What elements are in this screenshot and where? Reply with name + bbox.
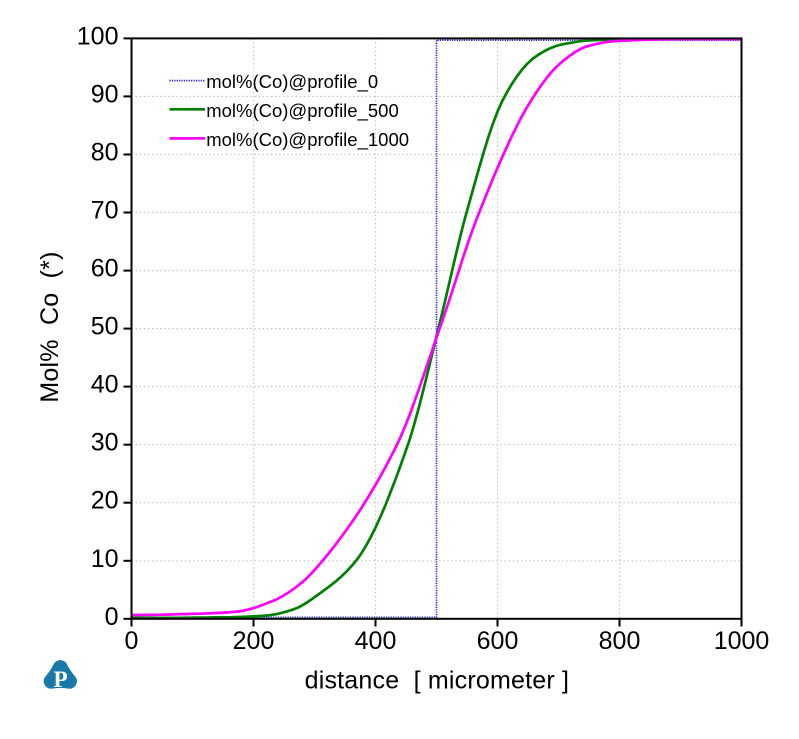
svg-text:mol%(Co)@profile_1000: mol%(Co)@profile_1000	[206, 129, 409, 151]
svg-text:80: 80	[91, 139, 119, 167]
svg-text:200: 200	[233, 627, 275, 655]
svg-text:10: 10	[91, 545, 119, 573]
svg-text:100: 100	[77, 22, 119, 50]
svg-text:400: 400	[355, 627, 397, 655]
svg-text:1000: 1000	[714, 627, 770, 655]
svg-text:600: 600	[477, 627, 519, 655]
svg-text:P: P	[53, 667, 67, 693]
svg-text:70: 70	[91, 197, 119, 225]
svg-text:40: 40	[91, 371, 119, 399]
svg-text:mol%(Co)@profile_500: mol%(Co)@profile_500	[206, 100, 399, 122]
svg-text:30: 30	[91, 429, 119, 457]
svg-text:800: 800	[599, 627, 641, 655]
svg-text:mol%(Co)@profile_0: mol%(Co)@profile_0	[206, 71, 378, 93]
svg-text:distance [ micrometer ]: distance [ micrometer ]	[305, 667, 570, 695]
svg-text:0: 0	[125, 627, 139, 655]
svg-text:50: 50	[91, 313, 119, 341]
svg-text:90: 90	[91, 80, 119, 108]
svg-text:60: 60	[91, 255, 119, 283]
svg-text:20: 20	[91, 487, 119, 515]
svg-text:0: 0	[105, 603, 119, 631]
svg-text:Mol% Co (*): Mol% Co (*)	[36, 251, 64, 402]
